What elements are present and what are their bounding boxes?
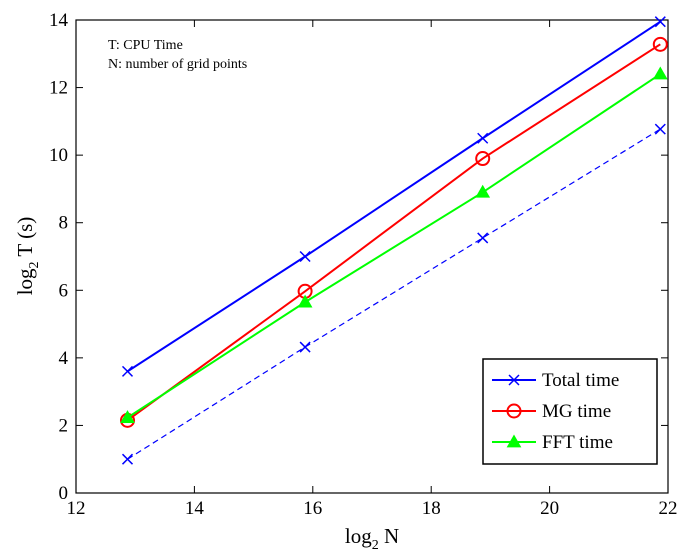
legend-label-mg-time: MG time: [542, 401, 611, 422]
y-tick-label: 6: [59, 280, 69, 301]
x-axis-title-subscript: 2: [372, 538, 379, 552]
annotation-cpu-time: T: CPU Time: [108, 38, 183, 53]
series-line-fft-time: [126, 73, 661, 419]
data-point-total-time: [477, 132, 489, 144]
axis-ticks: 12 14 16 18 20 22 0 2 4 6 8 10 12 14: [49, 10, 678, 519]
series-fft-time: [120, 66, 668, 424]
x-marker-stroke: [654, 16, 666, 28]
y-tick-label: 2: [59, 415, 69, 436]
legend-marker-total-time: [508, 374, 520, 386]
legend-entry-total-time: Total time: [492, 370, 619, 391]
data-point-dashed-reference: [299, 341, 311, 353]
y-tick-label: 4: [59, 348, 69, 369]
y-axis-title-rest: T (s): [13, 217, 37, 262]
x-marker-stroke: [477, 132, 489, 144]
x-tick-label: 22: [659, 498, 678, 519]
data-point-mg-time: [475, 151, 491, 167]
y-tick-label: 12: [49, 78, 68, 99]
data-point-total-time: [121, 365, 134, 377]
data-point-mg-time: [652, 36, 668, 52]
annotation-grid-points: N: number of grid points: [108, 57, 247, 72]
legend-entry-mg-time: MG time: [492, 401, 611, 422]
y-axis-title: log2 T (s): [13, 217, 42, 296]
y-tick-label: 14: [49, 10, 69, 31]
x-tick-label: 18: [422, 498, 441, 519]
legend-marker-mg-time: [506, 403, 522, 419]
x-axis-title: log2 N: [345, 524, 399, 552]
x-axis-title-base: log: [345, 524, 372, 548]
data-point-total-time: [654, 16, 666, 28]
x-axis-title-rest: N: [379, 524, 399, 548]
legend-label-fft-time: FFT time: [542, 432, 613, 453]
legend: Total time MG time FFT time: [482, 358, 658, 465]
series-total-time: [121, 16, 666, 377]
series-line-total-time: [126, 20, 661, 373]
y-tick-label: 10: [49, 145, 68, 166]
x-marker-stroke: [508, 374, 520, 386]
series-line-mg-time: [126, 43, 661, 422]
series-line-dashed-reference: [127, 128, 661, 460]
data-point-dashed-reference: [654, 123, 666, 135]
data-point-dashed-reference: [477, 232, 489, 244]
series-dashed-reference: [121, 123, 666, 465]
series-layer: [120, 16, 668, 465]
x-marker-stroke: [121, 453, 134, 465]
y-axis-title-base: log: [13, 268, 37, 295]
x-tick-label: 14: [185, 498, 205, 519]
y-tick-label: 8: [59, 213, 69, 234]
data-point-fft-time: [120, 410, 135, 424]
legend-entries: Total time MG time FFT time: [492, 370, 619, 453]
x-tick-label: 20: [540, 498, 559, 519]
series-mg-time: [120, 36, 668, 428]
x-marker-stroke: [299, 341, 311, 353]
y-axis-title-subscript: 2: [27, 261, 42, 268]
x-marker-stroke: [121, 365, 134, 377]
data-point-fft-time: [297, 294, 313, 308]
x-marker-stroke: [299, 250, 311, 263]
y-tick-label: 0: [59, 483, 69, 504]
legend-entry-fft-time: FFT time: [492, 432, 613, 453]
data-point-dashed-reference: [121, 453, 134, 465]
data-point-total-time: [299, 250, 311, 263]
x-tick-label: 12: [67, 498, 86, 519]
x-marker-stroke: [477, 232, 489, 244]
data-point-fft-time: [652, 66, 668, 80]
x-marker-stroke: [654, 123, 666, 135]
legend-label-total-time: Total time: [542, 370, 619, 391]
legend-marker-fft-time: [506, 434, 522, 448]
data-point-fft-time: [475, 184, 491, 198]
x-tick-label: 16: [303, 498, 322, 519]
